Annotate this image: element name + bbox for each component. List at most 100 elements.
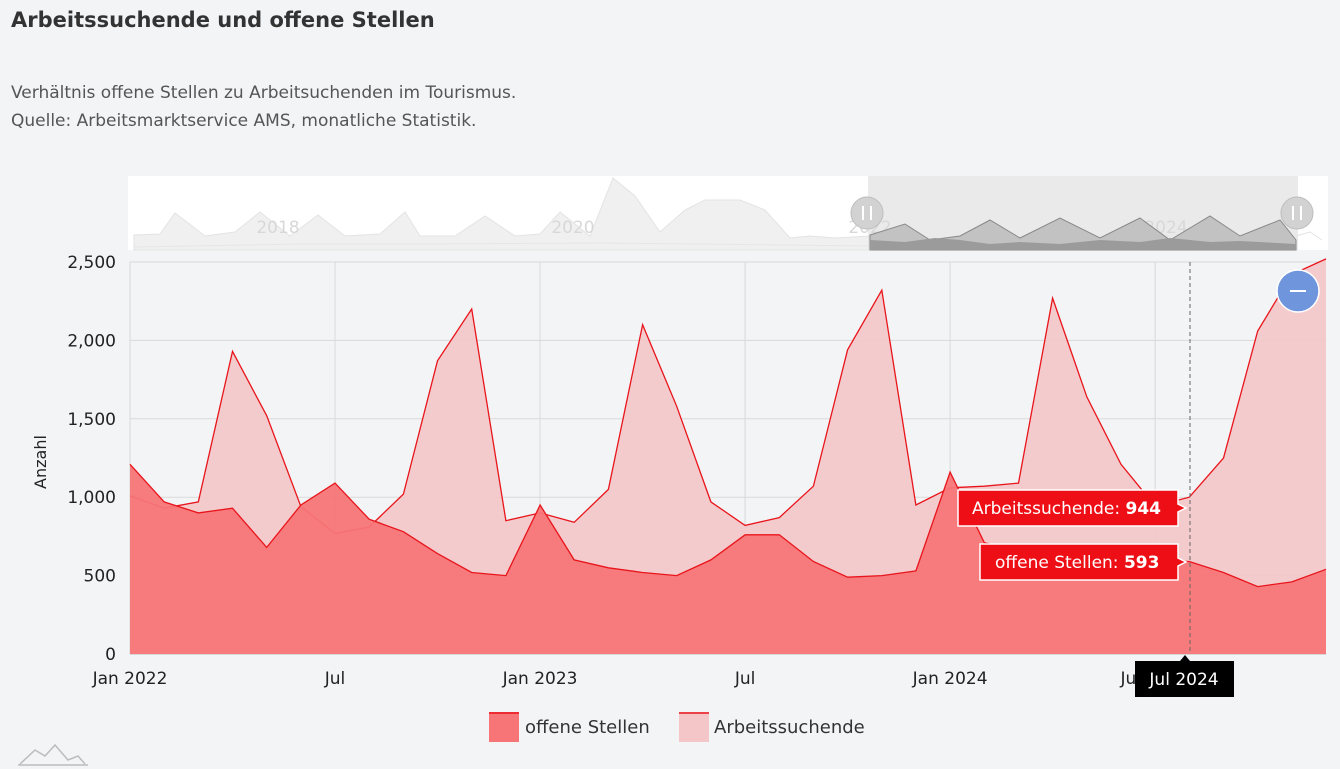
data-point-arbeitssuchende-2024-09 bbox=[1222, 457, 1224, 459]
data-point-arbeitssuchende-2023-05 bbox=[676, 405, 678, 407]
legend: offene Stellen Arbeitssuchende bbox=[489, 712, 865, 742]
mountain-logo bbox=[18, 743, 88, 766]
navigator-tail bbox=[1295, 231, 1323, 241]
data-point-arbeitssuchende-2022-12 bbox=[505, 520, 507, 522]
data-point-offene-stellen-2022-11 bbox=[471, 571, 473, 573]
data-point-offene-stellen-2024-01 bbox=[949, 471, 951, 473]
data-point-offene-stellen-2022-06 bbox=[300, 504, 302, 506]
y-tick-label-1500: 1,500 bbox=[67, 410, 116, 430]
data-point-arbeitssuchende-2022-03 bbox=[197, 501, 199, 503]
legend-swatch-offene-stellen bbox=[489, 712, 519, 742]
data-point-offene-stellen-2023-03 bbox=[607, 567, 609, 569]
subtitle-line-1: Verhältnis offene Stellen zu Arbeitsuche… bbox=[11, 83, 517, 103]
navigator-selected-inner bbox=[870, 238, 1296, 250]
data-point-offene-stellen-2023-02 bbox=[573, 559, 575, 561]
x-tick-label-2023-07: Jul bbox=[734, 669, 756, 689]
data-point-arbeitssuchende-2024-05 bbox=[1086, 396, 1088, 398]
y-tick-label-0: 0 bbox=[105, 645, 116, 665]
series-area-offene-stellen bbox=[130, 464, 1326, 654]
data-point-arbeitssuchende-2023-09 bbox=[812, 485, 814, 487]
data-point-offene-stellen-2022-04 bbox=[231, 507, 233, 509]
data-point-offene-stellen-2023-10 bbox=[846, 576, 848, 578]
data-point-arbeitssuchende-2024-06 bbox=[1120, 463, 1122, 465]
data-point-offene-stellen-2023-09 bbox=[812, 560, 814, 562]
data-point-arbeitssuchende-2023-07 bbox=[744, 524, 746, 526]
data-point-arbeitssuchende-2024-04 bbox=[1051, 297, 1053, 299]
data-point-offene-stellen-2022-09 bbox=[402, 530, 404, 532]
y-tick-label-2000: 2,000 bbox=[67, 331, 116, 351]
data-point-offene-stellen-2022-12 bbox=[505, 574, 507, 576]
data-point-arbeitssuchende-2024-12 bbox=[1325, 258, 1327, 260]
navigator-history-area bbox=[133, 177, 871, 251]
tooltip-arbeitssuchende: Arbeitssuchende: 944 bbox=[957, 489, 1188, 527]
data-point-arbeitssuchende-2022-10 bbox=[436, 360, 438, 362]
data-point-offene-stellen-2022-07 bbox=[334, 482, 336, 484]
chart-title: Arbeitssuchende und offene Stellen bbox=[11, 8, 435, 32]
data-point-arbeitssuchende-2023-02 bbox=[573, 521, 575, 523]
navigator-handle-left[interactable] bbox=[850, 196, 884, 230]
data-point-arbeitssuchende-2024-02 bbox=[983, 485, 985, 487]
data-point-offene-stellen-2023-05 bbox=[676, 574, 678, 576]
data-point-arbeitssuchende-2022-11 bbox=[471, 308, 473, 310]
legend-item-offene-stellen[interactable]: offene Stellen bbox=[489, 712, 650, 742]
data-point-offene-stellen-2022-08 bbox=[368, 518, 370, 520]
data-point-offene-stellen-2022-10 bbox=[436, 552, 438, 554]
navigator-handle-right[interactable] bbox=[1280, 196, 1314, 230]
x-tick-label-2024-01: Jan 2024 bbox=[912, 669, 988, 689]
data-point-arbeitssuchende-2023-03 bbox=[607, 488, 609, 490]
tooltip-offene-stellen: offene Stellen: 593 bbox=[979, 543, 1188, 581]
navigator-year-label-2020: 2020 bbox=[551, 218, 594, 238]
navigator-year-label-2018: 2018 bbox=[256, 218, 299, 238]
data-point-arbeitssuchende-2023-04 bbox=[641, 324, 643, 326]
data-point-offene-stellen-2023-08 bbox=[778, 534, 780, 536]
legend-swatch-arbeitssuchende bbox=[679, 712, 709, 742]
navigator-history-line bbox=[133, 242, 869, 248]
data-point-offene-stellen-2022-03 bbox=[197, 512, 199, 514]
data-point-arbeitssuchende-2024-10 bbox=[1256, 330, 1258, 332]
data-point-offene-stellen-2024-12 bbox=[1325, 568, 1327, 570]
data-point-arbeitssuchende-2023-08 bbox=[778, 516, 780, 518]
y-tick-label-1000: 1,000 bbox=[67, 488, 116, 508]
data-point-arbeitssuchende-2023-12 bbox=[915, 504, 917, 506]
legend-label-offene-stellen: offene Stellen bbox=[525, 717, 650, 738]
subtitle-line-2: Quelle: Arbeitsmarktservice AMS, monatli… bbox=[11, 111, 477, 131]
zoom-out-button[interactable] bbox=[1276, 269, 1320, 313]
crosshair-x-label-text: Jul 2024 bbox=[1148, 670, 1218, 690]
data-point-offene-stellen-2023-12 bbox=[915, 570, 917, 572]
data-point-offene-stellen-2022-02 bbox=[163, 501, 165, 503]
data-point-offene-stellen-2023-06 bbox=[710, 559, 712, 561]
data-point-arbeitssuchende-2022-04 bbox=[231, 350, 233, 352]
chart-subtitle: Verhältnis offene Stellen zu Arbeitsuche… bbox=[11, 79, 516, 135]
data-point-arbeitssuchende-2023-10 bbox=[846, 349, 848, 351]
data-point-offene-stellen-2023-07 bbox=[744, 534, 746, 536]
data-point-arbeitssuchende-2022-09 bbox=[402, 493, 404, 495]
tooltip-offene-stellen-text: offene Stellen: 593 bbox=[995, 553, 1159, 573]
legend-item-arbeitssuchende[interactable]: Arbeitssuchende bbox=[679, 712, 865, 742]
tooltip-arbeitssuchende-text: Arbeitssuchende: 944 bbox=[972, 499, 1161, 519]
navigator[interactable]: 2018202020222024 bbox=[128, 176, 1328, 251]
data-point-arbeitssuchende-2022-05 bbox=[265, 414, 267, 416]
data-point-arbeitssuchende-2023-11 bbox=[881, 289, 883, 291]
y-tick-label-2500: 2,500 bbox=[67, 253, 116, 273]
data-point-offene-stellen-2022-01 bbox=[129, 463, 131, 465]
plot-area bbox=[129, 258, 1327, 654]
x-tick-label-2022-07: Jul bbox=[324, 669, 346, 689]
y-axis: 0 500 1,000 1,500 2,000 2,500 bbox=[67, 253, 116, 665]
data-point-offene-stellen-2024-11 bbox=[1291, 581, 1293, 583]
data-point-offene-stellen-2024-10 bbox=[1256, 585, 1258, 587]
data-point-offene-stellen-2024-08 bbox=[1188, 560, 1190, 562]
data-point-offene-stellen-2023-04 bbox=[641, 571, 643, 573]
crosshair-x-label: Jul 2024 bbox=[1135, 655, 1234, 697]
data-point-offene-stellen-2023-01 bbox=[539, 504, 541, 506]
x-tick-label-2023-01: Jan 2023 bbox=[502, 669, 578, 689]
data-point-offene-stellen-2023-11 bbox=[881, 574, 883, 576]
x-tick-label-2022-01: Jan 2022 bbox=[92, 669, 168, 689]
legend-label-arbeitssuchende: Arbeitssuchende bbox=[714, 717, 865, 738]
data-point-offene-stellen-2022-05 bbox=[265, 546, 267, 548]
y-tick-label-500: 500 bbox=[84, 567, 116, 587]
data-point-offene-stellen-2024-09 bbox=[1222, 571, 1224, 573]
data-point-arbeitssuchende-2024-03 bbox=[1017, 482, 1019, 484]
y-axis-title: Anzahl bbox=[31, 435, 50, 489]
